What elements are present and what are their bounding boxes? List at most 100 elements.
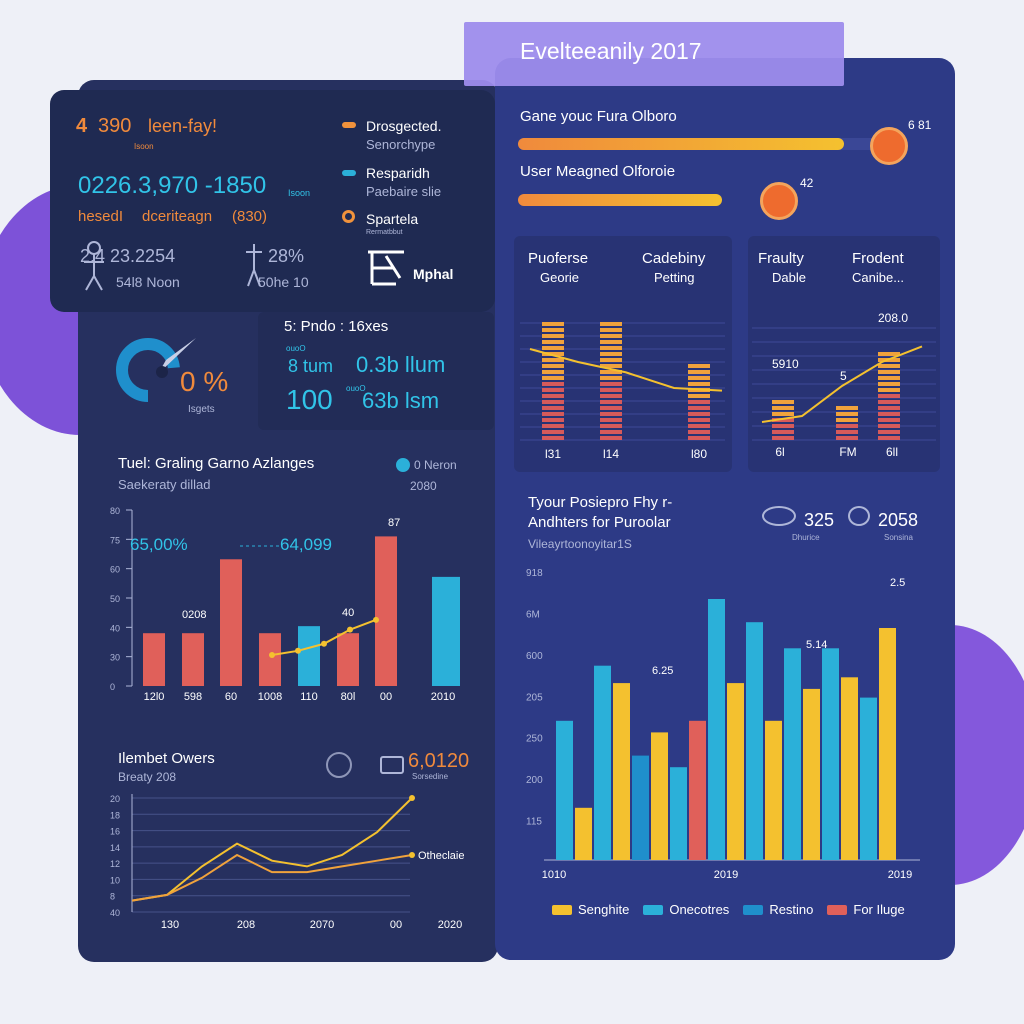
bar-segment <box>542 346 564 350</box>
annotation-a: 65,00% <box>130 535 188 554</box>
annotation-b: 64,099 <box>280 535 332 554</box>
series-point <box>347 626 353 633</box>
bar-segment <box>688 406 710 410</box>
chart3-stat-icon-a <box>762 506 796 526</box>
x-tick-label: 80l <box>341 691 356 703</box>
legend-sub-2: Paebaire slie <box>366 184 442 199</box>
chart3-title-2: Andhters for Puroolar <box>528 514 671 531</box>
bar-segment <box>688 370 710 374</box>
bar-segment <box>878 406 900 410</box>
x-tick-label: 110 <box>300 691 318 703</box>
chart3-legend: Senghite Onecotres Restino For Iluge <box>552 902 905 917</box>
bar-segment <box>600 328 622 332</box>
x-tick-label: 60 <box>225 691 237 703</box>
chart1-corner-icon <box>396 458 410 472</box>
bar-segment <box>542 364 564 368</box>
chart1-subtitle: Saekeraty dillad <box>118 477 211 492</box>
bar <box>613 683 630 860</box>
donut-chart <box>116 338 196 402</box>
chart3-bar: 918 6M 600 205 250 200 115 1010 2019 2019 2.5 6.25 5… <box>526 568 920 881</box>
chart3-stat-a-sub: Dhurice <box>792 533 820 542</box>
data-label: 0208 <box>182 609 206 621</box>
kpi-row-b: dceriteagn <box>142 208 213 225</box>
bar-segment <box>600 322 622 326</box>
bar-segment <box>878 376 900 380</box>
x-tick-label: 12l0 <box>144 691 165 703</box>
bar-segment <box>600 370 622 374</box>
bar <box>841 677 858 860</box>
kpi-num-d: 28% <box>268 246 305 266</box>
bar-segment <box>542 412 564 416</box>
bar-segment <box>600 394 622 398</box>
bar <box>746 622 763 860</box>
chart2-value: 6,0120 <box>408 750 470 772</box>
progress-knob-1[interactable] <box>870 127 908 165</box>
x-tick-label: 130 <box>161 919 179 931</box>
bar-segment <box>542 400 564 404</box>
kpi-row-a: hesedI <box>78 208 124 225</box>
legend-swatch <box>827 904 848 915</box>
needle-icon <box>158 338 196 374</box>
bar-segment <box>688 382 710 386</box>
progress-fill-2 <box>518 194 722 206</box>
bar-segment <box>600 424 622 428</box>
legend-swatch <box>643 904 664 915</box>
data-label: 5 <box>840 369 847 383</box>
bar-segment <box>772 436 794 440</box>
bar-segment <box>600 382 622 386</box>
y-tick-label: 50 <box>110 594 120 604</box>
y-tick-label: 115 <box>526 817 542 828</box>
bar-segment <box>772 430 794 434</box>
bar-segment <box>878 400 900 404</box>
bar <box>784 648 801 860</box>
y-tick-label: 14 <box>110 843 120 853</box>
bar <box>803 688 820 860</box>
bar-segment <box>600 352 622 356</box>
bar <box>259 633 281 686</box>
kpi-num-c-sub: 54l8 Noon <box>116 274 180 290</box>
progress-knob-2[interactable] <box>760 182 798 220</box>
tick-label: l80 <box>691 447 707 461</box>
progress-fill-1 <box>518 138 844 150</box>
chart1-corner: 0 Neron <box>414 458 457 472</box>
y-tick-label: 12 <box>110 859 120 869</box>
series-point <box>373 616 379 623</box>
chart3-stat-icon-b <box>848 506 870 526</box>
legend-item: Onecotres <box>643 902 729 917</box>
tick-label: 6l <box>775 445 784 459</box>
y-tick-label: 250 <box>526 734 543 745</box>
bar-segment <box>688 436 710 440</box>
data-label: 87 <box>388 517 400 529</box>
series-point <box>321 640 327 647</box>
bar-segment <box>542 382 564 386</box>
bar-segment <box>600 388 622 392</box>
x-tick-label: 2019 <box>888 869 912 881</box>
bar <box>670 767 687 860</box>
kpi-sub-small: Isoon <box>134 142 154 151</box>
y-tick-label: 0 <box>110 682 115 692</box>
chart2-line: 20 18 16 14 12 10 8 40 Otheclaie 130 208 2070 00 2020 <box>110 794 464 931</box>
title-banner <box>464 22 844 86</box>
bar-segment <box>542 424 564 428</box>
bar-segment <box>600 412 622 416</box>
bar <box>556 720 573 860</box>
bar-segment <box>836 436 858 440</box>
bar-segment <box>878 436 900 440</box>
bar-segment <box>600 334 622 338</box>
bar-segment <box>600 406 622 410</box>
legend-item: For Iluge <box>827 902 905 917</box>
legend-label-3: Spartela <box>366 211 419 227</box>
bar <box>765 720 782 860</box>
tick-label: FM <box>839 445 856 459</box>
bar <box>298 626 320 686</box>
chart2-title: Ilembet Owers <box>118 750 215 767</box>
chart2-subtitle: Breaty 208 <box>118 770 177 784</box>
bar-segment <box>542 418 564 422</box>
y-tick-label: 205 <box>526 692 543 703</box>
x-tick-label: 1008 <box>258 691 282 703</box>
metrics-small-2: ouoO <box>346 384 366 393</box>
legend-label: Restino <box>769 902 814 917</box>
bar-segment <box>542 388 564 392</box>
series-line <box>529 348 723 392</box>
data-label: 40 <box>342 607 354 619</box>
